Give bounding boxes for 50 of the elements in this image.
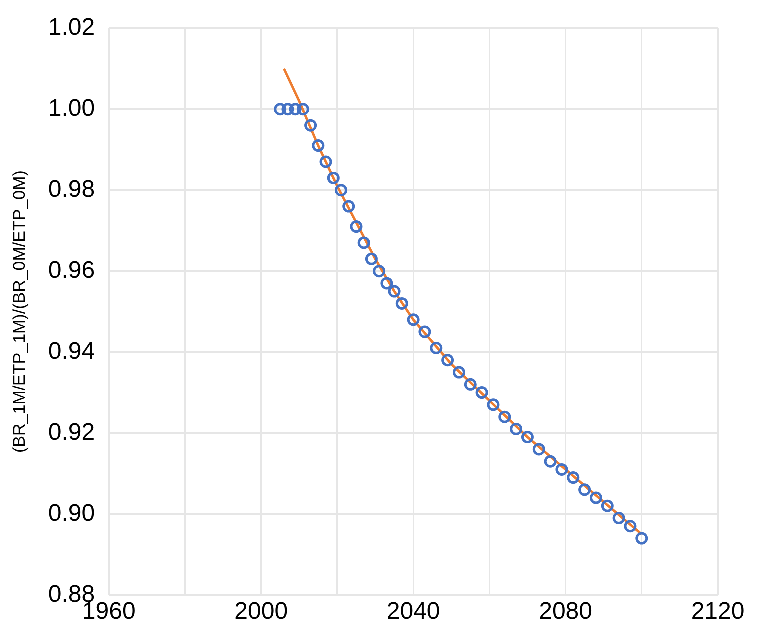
point [590,492,602,504]
point [342,200,356,213]
y-tick-label: 0.94 [48,338,96,365]
point [612,512,626,525]
point [521,431,534,444]
point [388,285,401,298]
x-tick-label: 2000 [234,598,288,626]
point [624,520,637,533]
y-tick-label: 1.02 [48,14,96,42]
point [320,156,332,168]
point [289,103,302,116]
point [464,378,477,391]
point [407,314,420,326]
point [335,184,348,197]
point [567,472,580,484]
point [350,220,363,234]
y-tick-label: 1.00 [48,94,96,122]
y-tick-label: 0.92 [48,418,96,446]
x-tick-label: 2120 [691,598,745,626]
point [532,443,546,456]
point [498,410,512,424]
point [544,455,557,468]
y-tick-label: 0.96 [48,256,96,284]
point [601,500,614,512]
point [636,532,648,545]
point [358,236,370,250]
x-tick-label: 2040 [386,598,440,626]
y-tick-label: 0.90 [48,500,96,527]
point [418,326,432,338]
point [274,103,287,116]
point [476,386,488,400]
point [304,119,318,132]
point [282,103,294,116]
point [296,103,310,116]
point [327,172,340,184]
point [442,354,454,367]
point [578,484,592,496]
point [556,463,568,476]
point [312,140,325,152]
point [396,297,408,310]
point [452,366,466,379]
point [380,277,394,290]
y-axis-title: (BR_1M/ETP_1M)/(BR_0M/ETP_0M) [10,170,29,454]
point [430,342,443,354]
point [373,265,386,278]
y-tick-label: 0.98 [48,176,96,203]
point [487,398,500,412]
x-tick-label: 2080 [539,598,592,626]
point [510,422,523,436]
point [365,252,378,266]
